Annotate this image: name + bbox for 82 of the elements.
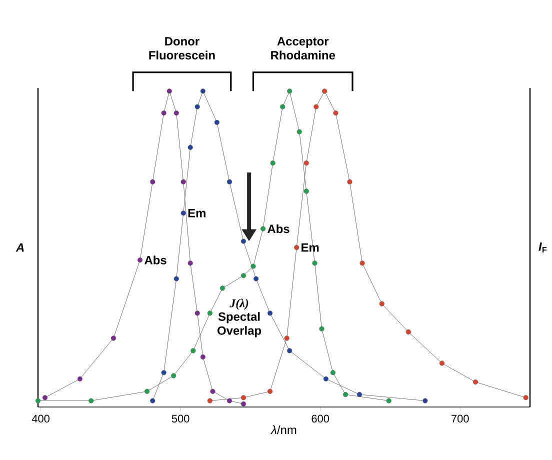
point [360, 260, 365, 266]
point [174, 276, 179, 282]
point [180, 179, 186, 184]
series-label: Abs [268, 224, 290, 234]
point [226, 179, 232, 184]
x-tick-label: 500 [172, 414, 190, 423]
point [200, 354, 206, 360]
point [188, 144, 193, 150]
point [379, 301, 384, 306]
point [322, 88, 328, 94]
point [207, 310, 212, 316]
point [386, 398, 392, 404]
series-label: Abs [144, 256, 166, 264]
point [406, 329, 411, 334]
text: Donor Fluorescein [149, 37, 215, 60]
point [250, 264, 256, 269]
point [254, 276, 259, 282]
point [284, 336, 290, 341]
point [144, 388, 150, 394]
point [240, 238, 246, 244]
point [314, 104, 319, 110]
point [296, 129, 302, 134]
x-axis-title: λ/nm [270, 425, 296, 434]
point [523, 395, 528, 400]
point [240, 401, 246, 406]
annotation: J(λ) [230, 298, 248, 310]
point [194, 104, 200, 110]
point [161, 110, 166, 116]
point [267, 310, 273, 316]
point [280, 104, 286, 110]
point [110, 336, 116, 341]
point [330, 370, 336, 376]
point [270, 160, 276, 166]
point [287, 348, 292, 354]
x-tick-label: 600 [312, 414, 330, 423]
point [171, 373, 176, 378]
point [333, 110, 338, 116]
point [312, 260, 318, 266]
x-tick-label: 400 [32, 414, 50, 423]
point [439, 360, 444, 366]
point [347, 179, 352, 184]
point [42, 395, 48, 400]
point [472, 379, 478, 385]
point [240, 273, 246, 278]
point [319, 326, 324, 332]
point [226, 398, 232, 404]
point [214, 120, 220, 125]
point [150, 179, 156, 184]
point [137, 257, 143, 263]
point [210, 388, 216, 394]
point [294, 244, 300, 250]
point [190, 348, 196, 354]
series-label: Em [188, 208, 206, 218]
point [287, 88, 292, 94]
point [260, 226, 266, 232]
point [150, 398, 156, 404]
point [88, 398, 94, 404]
point [194, 310, 200, 316]
point [166, 88, 172, 94]
point [77, 376, 82, 382]
point [180, 210, 186, 216]
point [188, 260, 193, 266]
x-tick-label: 700 [452, 414, 469, 423]
series-label: Em [302, 243, 319, 252]
point [304, 160, 309, 166]
y-axis-title: A [16, 243, 24, 252]
text: Acceptor Rhodamine [271, 37, 336, 60]
point [174, 110, 179, 116]
point [200, 88, 206, 94]
point [220, 286, 226, 291]
point [207, 398, 212, 404]
point [161, 370, 166, 376]
point [422, 398, 428, 404]
point [267, 388, 273, 394]
point [342, 392, 348, 398]
point [356, 392, 362, 398]
annotation: Spectal Overlap [218, 312, 262, 338]
point [240, 395, 246, 400]
point [323, 376, 328, 382]
y2-axis-title: I$_{F}$ [538, 242, 547, 253]
point [35, 398, 41, 404]
point [304, 188, 309, 194]
